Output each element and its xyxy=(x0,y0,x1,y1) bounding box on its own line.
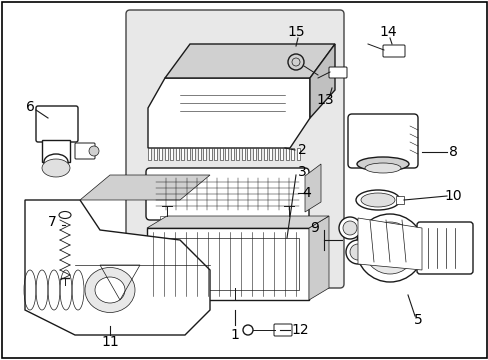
Bar xyxy=(258,148,261,160)
Ellipse shape xyxy=(173,282,191,298)
Ellipse shape xyxy=(42,159,70,177)
FancyBboxPatch shape xyxy=(416,222,472,274)
Bar xyxy=(157,238,298,290)
FancyBboxPatch shape xyxy=(273,324,291,336)
Polygon shape xyxy=(357,218,421,270)
FancyBboxPatch shape xyxy=(382,45,404,57)
Bar xyxy=(274,148,277,160)
Bar xyxy=(395,196,403,204)
Ellipse shape xyxy=(355,190,399,210)
FancyBboxPatch shape xyxy=(36,106,78,142)
Bar xyxy=(236,148,239,160)
Text: 11: 11 xyxy=(101,335,119,349)
Bar xyxy=(175,148,178,160)
Bar xyxy=(241,148,244,160)
Ellipse shape xyxy=(364,163,400,173)
Ellipse shape xyxy=(360,193,394,207)
Bar xyxy=(164,148,167,160)
Bar xyxy=(186,148,189,160)
Polygon shape xyxy=(308,216,328,300)
Bar xyxy=(285,148,288,160)
Bar xyxy=(231,216,242,223)
Text: 5: 5 xyxy=(413,313,422,327)
Ellipse shape xyxy=(356,157,408,171)
Ellipse shape xyxy=(85,267,135,312)
Ellipse shape xyxy=(95,277,125,303)
FancyBboxPatch shape xyxy=(328,67,346,78)
Text: 7: 7 xyxy=(47,215,56,229)
Bar xyxy=(148,148,151,160)
Bar xyxy=(192,148,195,160)
Polygon shape xyxy=(147,216,328,228)
Polygon shape xyxy=(164,44,334,78)
Bar xyxy=(246,148,249,160)
Bar xyxy=(280,216,289,223)
Bar xyxy=(153,148,156,160)
Bar xyxy=(214,148,217,160)
Polygon shape xyxy=(148,78,309,148)
Bar xyxy=(219,148,222,160)
Ellipse shape xyxy=(355,214,423,282)
Text: 9: 9 xyxy=(310,221,319,235)
Polygon shape xyxy=(309,44,334,118)
Ellipse shape xyxy=(371,230,407,266)
Text: 13: 13 xyxy=(316,93,333,107)
Bar xyxy=(160,216,170,223)
Ellipse shape xyxy=(363,222,415,274)
Polygon shape xyxy=(305,164,320,212)
Polygon shape xyxy=(25,200,209,335)
Bar xyxy=(263,148,266,160)
Bar xyxy=(159,148,162,160)
Text: 10: 10 xyxy=(443,189,461,203)
Text: 8: 8 xyxy=(447,145,456,159)
Ellipse shape xyxy=(342,221,356,235)
Bar xyxy=(252,148,255,160)
Bar xyxy=(208,148,211,160)
Bar xyxy=(256,216,265,223)
Text: 14: 14 xyxy=(378,25,396,39)
Bar xyxy=(290,148,293,160)
FancyBboxPatch shape xyxy=(75,143,95,159)
Bar xyxy=(230,148,233,160)
Ellipse shape xyxy=(338,217,360,239)
Text: 12: 12 xyxy=(290,323,308,337)
Bar xyxy=(268,148,271,160)
Bar xyxy=(42,140,70,162)
FancyBboxPatch shape xyxy=(126,10,343,288)
FancyBboxPatch shape xyxy=(347,114,417,168)
Bar xyxy=(147,228,308,300)
Ellipse shape xyxy=(89,146,99,156)
Bar xyxy=(203,148,205,160)
Text: 2: 2 xyxy=(297,143,306,157)
Bar xyxy=(280,148,283,160)
FancyBboxPatch shape xyxy=(146,168,308,220)
Ellipse shape xyxy=(44,154,68,170)
Text: 15: 15 xyxy=(286,25,304,39)
Polygon shape xyxy=(80,175,209,200)
Ellipse shape xyxy=(346,240,369,264)
Ellipse shape xyxy=(167,276,197,304)
Bar xyxy=(183,216,194,223)
Text: 1: 1 xyxy=(230,328,239,342)
Bar xyxy=(181,148,183,160)
Bar xyxy=(224,148,227,160)
Ellipse shape xyxy=(349,244,365,260)
Bar xyxy=(170,148,173,160)
Text: 4: 4 xyxy=(302,186,310,200)
Bar xyxy=(197,148,200,160)
Bar xyxy=(207,216,218,223)
Text: 6: 6 xyxy=(25,100,34,114)
Text: 3: 3 xyxy=(297,165,306,179)
Bar xyxy=(296,148,299,160)
